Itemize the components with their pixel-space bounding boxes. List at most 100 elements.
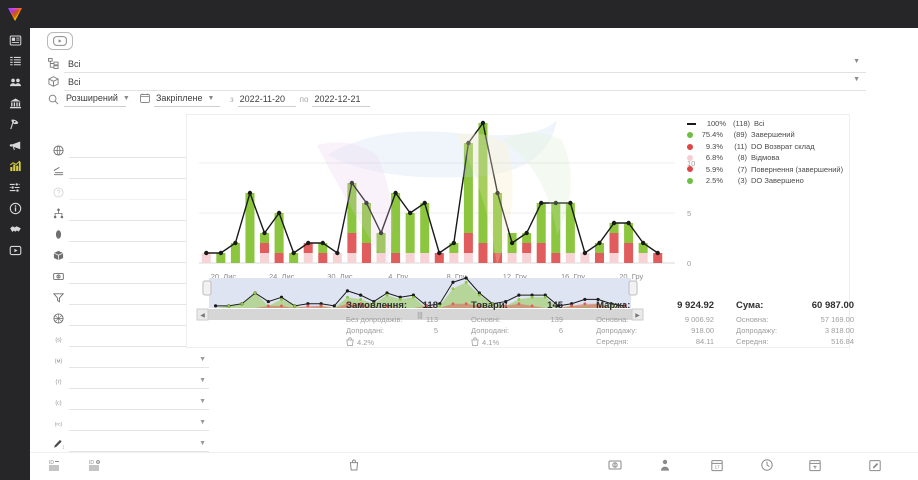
legend-item[interactable]: 9.3% (11) DO Возврат склад	[687, 141, 851, 152]
sidebar-item-promotions[interactable]	[0, 114, 30, 135]
stat-row-value: 9 006.92	[684, 315, 715, 324]
stat-percent-row: 4.1%	[471, 337, 596, 348]
info-icon	[9, 202, 22, 215]
filter-c-row: {c} ▼	[47, 392, 209, 413]
chart-plot-area[interactable]: 0 5 10 20. Лис 24. Лис 30. Лис 4. Гру 8. Гру 12.…	[187, 115, 851, 300]
legend-label: Повернення (завершений)	[751, 164, 844, 174]
bottom-bag-button[interactable]	[348, 458, 362, 477]
bottom-id-list-button[interactable]: ID	[48, 458, 62, 477]
bottom-calendar-button[interactable]: 17	[710, 458, 724, 477]
legend-item[interactable]: 100% (118) Всі	[687, 118, 851, 129]
bottom-person-button[interactable]	[658, 458, 672, 477]
chevron-down-icon: ▼	[199, 377, 206, 384]
filter-custom-1[interactable]: ▼	[69, 437, 209, 452]
stat-row-value: 3 818.00	[824, 326, 855, 335]
filter-channel-row: ▼	[47, 308, 209, 329]
sidebar-item-settings[interactable]	[0, 177, 30, 198]
chevron-down-icon[interactable]: ▼	[853, 76, 860, 83]
legend-item[interactable]: 75.4% (89) Завершений	[687, 129, 851, 140]
legend-dot-marker	[687, 166, 693, 173]
product-input[interactable]	[64, 75, 866, 91]
stat-row-value: 139	[550, 315, 564, 324]
sidebar-item-media[interactable]	[0, 240, 30, 261]
legend-item[interactable]: 6.8% (8) Відмова	[687, 152, 851, 163]
sidebar-item-partners[interactable]	[0, 219, 30, 240]
bottom-id-zero-button[interactable]: ID	[88, 458, 102, 477]
bottom-edit-button[interactable]	[868, 458, 882, 477]
filter-group-row: ▼	[47, 203, 209, 224]
date-from-label: з	[230, 94, 234, 104]
filter-row-search: Розширений ▼ Закріплене ▼ з по	[42, 90, 371, 108]
category-input[interactable]	[64, 57, 866, 73]
filter-t[interactable]: ▼	[69, 374, 209, 389]
bag-icon	[346, 337, 354, 348]
bottom-money-button[interactable]	[608, 458, 622, 477]
svg-text:30. Лис: 30. Лис	[327, 272, 353, 281]
bottom-clock-button[interactable]	[760, 458, 774, 477]
search-icon[interactable]	[42, 94, 64, 105]
bank-icon	[9, 97, 22, 110]
bar-chart-icon	[9, 160, 22, 173]
svg-text:◀: ◀	[200, 313, 205, 319]
sidebar-item-dashboard[interactable]	[0, 30, 30, 51]
filter-rc[interactable]: ▼	[69, 416, 209, 431]
legend-item[interactable]: 5.9% (7) Повернення (завершений)	[687, 164, 851, 175]
sidebar-item-analytics[interactable]	[0, 156, 30, 177]
sidebar-item-orders[interactable]	[0, 51, 30, 72]
watermark-decoration	[317, 120, 571, 265]
legend-line-marker	[687, 122, 696, 125]
s-bracket-icon: {s}	[47, 334, 69, 345]
stat-row-value: 918.00	[691, 326, 715, 335]
sidebar-nav[interactable]	[0, 30, 30, 261]
filter-m[interactable]: ▼	[69, 353, 209, 368]
sidebar-item-customers[interactable]	[0, 72, 30, 93]
bottom-archive-button[interactable]	[808, 458, 822, 477]
legend-label: DO Возврат склад	[751, 141, 815, 151]
filter-s-row: {s}▼	[47, 329, 209, 350]
bottom-toolbar[interactable]: ID ID 17	[30, 452, 918, 480]
filter-c[interactable]: ▼	[69, 395, 209, 410]
left-rail-footer	[0, 454, 30, 480]
edit-box-icon	[868, 459, 882, 476]
sidebar-item-finance[interactable]	[0, 93, 30, 114]
stat-title: Замовлення:	[346, 300, 408, 311]
stat-row-value: 5	[433, 326, 438, 335]
stat-row-label: Середня:	[736, 337, 769, 346]
svg-text:12. Гру: 12. Гру	[503, 272, 527, 281]
sidebar-item-marketing[interactable]	[0, 135, 30, 156]
stat-row-label: Середня:	[596, 337, 629, 346]
stat-row-label: Допродажу:	[596, 326, 638, 335]
svg-text:{т}: {т}	[55, 380, 61, 386]
t-bracket-icon: {т}	[47, 376, 69, 387]
sliders-icon	[9, 181, 22, 194]
chart-card: 0 5 10 20. Лис 24. Лис 30. Лис 4. Гру 8. Гру 12.…	[186, 114, 850, 348]
package-icon	[42, 75, 64, 87]
date-from-input[interactable]	[237, 91, 296, 107]
chevron-down-icon: ▼	[207, 94, 215, 102]
stat-value: 145	[547, 300, 564, 311]
stat-row-value: 516.84	[831, 337, 855, 346]
search-mode-select[interactable]: Розширений ▼	[64, 92, 130, 107]
legend-dot-marker	[687, 143, 693, 150]
svg-text:ID: ID	[89, 460, 94, 466]
rainbow-triangle-logo[interactable]	[4, 3, 26, 25]
legend-percent: 2.5%	[705, 176, 723, 186]
stat-row-label: Основна:	[736, 315, 769, 324]
legend-dot-marker	[687, 154, 693, 161]
stat-row-label: Без допродажів:	[346, 315, 403, 324]
pen-1-icon: 1	[47, 439, 69, 450]
sidebar-item-info[interactable]	[0, 198, 30, 219]
users-icon	[9, 76, 22, 89]
chart-navigator[interactable]: ◀ ▶ |||	[195, 275, 645, 323]
sitemap-icon	[42, 57, 64, 69]
globe-icon	[47, 145, 69, 156]
legend-label: Завершений	[751, 130, 795, 140]
pin-select[interactable]: Закріплене ▼	[154, 92, 220, 107]
date-to-input[interactable]	[312, 91, 371, 107]
stat-value: 118	[422, 300, 438, 311]
filter-row-category: ▼	[42, 54, 866, 73]
legend-item[interactable]: 2.5% (3) DO Завершено	[687, 175, 851, 186]
chevron-down-icon: ▼	[199, 356, 206, 363]
play-tag-icon[interactable]	[47, 32, 73, 50]
chevron-down-icon[interactable]: ▼	[853, 58, 860, 65]
